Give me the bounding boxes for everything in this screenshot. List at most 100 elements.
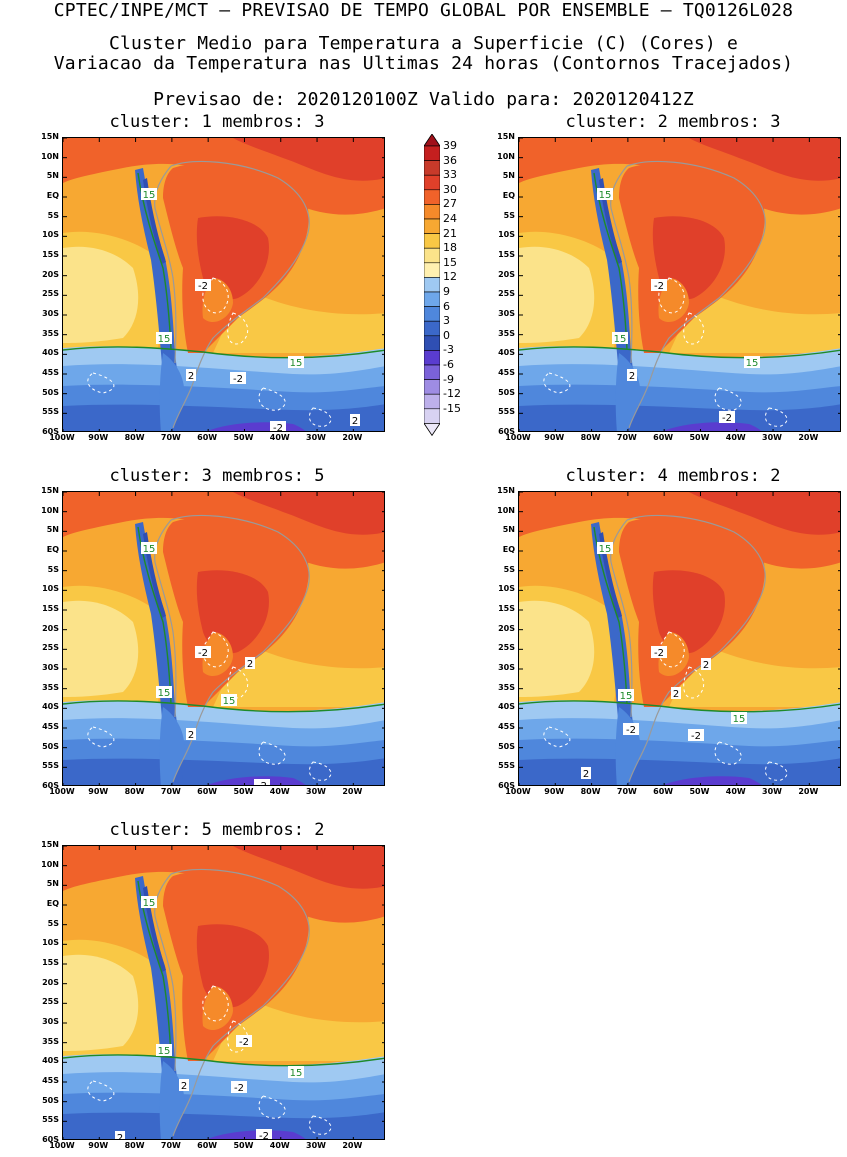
map-panel: 15 15 15 -2 2 -2 -2 2 [62,137,385,432]
lon-label: 50W [233,787,254,796]
svg-text:-2: -2 [259,1131,269,1140]
contour-label: -2 [195,646,211,659]
lat-label: 60S [498,427,515,436]
lat-label: 25S [42,289,59,299]
lon-label: 60W [653,787,674,796]
lat-label: 40S [498,348,515,358]
lat-label: 50S [498,741,515,751]
contour-label: -2 [256,1129,272,1140]
lat-label: 35S [42,1036,59,1046]
contour-label: 15 [141,542,157,555]
lat-label: 5S [47,564,59,574]
lat-label: 5S [47,918,59,928]
panel-title: cluster: 1 membros: 3 [109,112,325,132]
lon-label: 30W [306,787,327,796]
lon-label: 100W [49,433,75,442]
colorbar-swatch [424,320,440,337]
lat-label: 5N [46,879,59,889]
svg-text:15: 15 [599,190,612,201]
lat-label: 45S [498,368,515,377]
contour-label: 2 [627,369,637,382]
panel-title: cluster: 5 membros: 2 [109,820,325,840]
svg-text:15: 15 [290,358,303,369]
svg-text:15: 15 [290,1068,303,1079]
colorbar-swatch [424,204,440,220]
lat-label: 15N [497,486,515,495]
lon-label: 20W [798,787,819,796]
lon-label: 20W [342,433,363,442]
map-panel: 15 15 15 -2 2 -2 -2 2 [62,845,385,1140]
lon-label: 30W [306,1141,327,1150]
lat-label: 35S [42,328,59,338]
contour-label: 15 [288,356,304,369]
lat-label: 30S [42,309,59,318]
svg-text:2: 2 [181,1081,187,1092]
map-panel: 15 15 15 -2 2 -2 [518,137,841,432]
svg-text:15: 15 [158,688,171,699]
lat-label: 5S [47,210,59,220]
svg-text:-2: -2 [273,423,283,432]
colorbar-label: -15 [443,401,461,415]
lon-label: 60W [653,433,674,442]
svg-text:2: 2 [352,416,358,427]
header-line-3: Variacao da Temperatura nas Ultimas 24 h… [53,53,794,74]
lon-label: 80W [124,433,145,442]
contour-label: 2 [186,369,196,382]
lon-label: 90W [544,787,565,796]
lat-label: 30S [498,663,515,672]
lat-label: 15N [41,840,59,849]
lat-label: 15N [41,132,59,141]
lat-label: 55S [42,407,59,417]
lat-label: 5N [46,171,59,181]
lat-label: 25S [42,643,59,653]
lon-label: 40W [269,787,290,796]
svg-text:-2: -2 [654,648,664,659]
lon-label: 70W [160,1141,181,1150]
contour-label: -2 [270,421,286,432]
lon-label: 80W [124,787,145,796]
svg-text:15: 15 [158,334,171,345]
contour-label: 2 [186,728,196,741]
lat-label: EQ [46,899,59,908]
lat-label: 55S [498,407,515,417]
colorbar-label: 36 [443,153,457,167]
colorbar-label: 3 [443,314,450,328]
colorbar-label: 15 [443,255,457,269]
lon-label: 50W [689,787,710,796]
lon-label: 70W [160,433,181,442]
contour-label: 2 [350,414,360,427]
contour-label: 15 [618,689,634,702]
colorbar-label: 0 [443,328,450,342]
contour-label: 15 [744,356,760,369]
header-line-2: Cluster Medio para Temperatura a Superfi… [108,33,739,54]
contour-label: 2 [115,1131,125,1139]
colorbar-label: 24 [443,212,457,225]
lat-label: 10N [41,505,59,515]
lon-label: 70W [616,433,637,442]
lat-label: 10S [498,584,515,594]
svg-text:-2: -2 [626,725,636,736]
lat-label: 5N [502,525,515,535]
colorbar-label: -3 [443,343,454,357]
lat-label: 30S [498,309,515,318]
lat-label: 20S [498,269,515,279]
lat-label: 5N [46,525,59,535]
lat-label: 25S [498,289,515,299]
lat-label: 30S [42,1017,59,1026]
map-panel: 15 15 15 -2 2 2 -2 [62,491,385,786]
colorbar-label: 9 [443,285,450,298]
lat-label: EQ [46,191,59,200]
lat-label: 60S [42,781,59,790]
lat-label: 15S [42,604,59,613]
svg-text:-2: -2 [198,281,208,292]
lon-label: 40W [269,433,290,442]
colorbar-label: 33 [443,168,457,182]
lat-label: 10S [42,230,59,240]
lat-label: 30S [42,663,59,672]
lon-label: 80W [580,787,601,796]
lat-label: 60S [42,427,59,436]
contour-label: -2 [230,372,246,385]
lat-label: 40S [42,1056,59,1066]
lat-label: 55S [498,761,515,771]
contour-label: 15 [141,188,157,201]
